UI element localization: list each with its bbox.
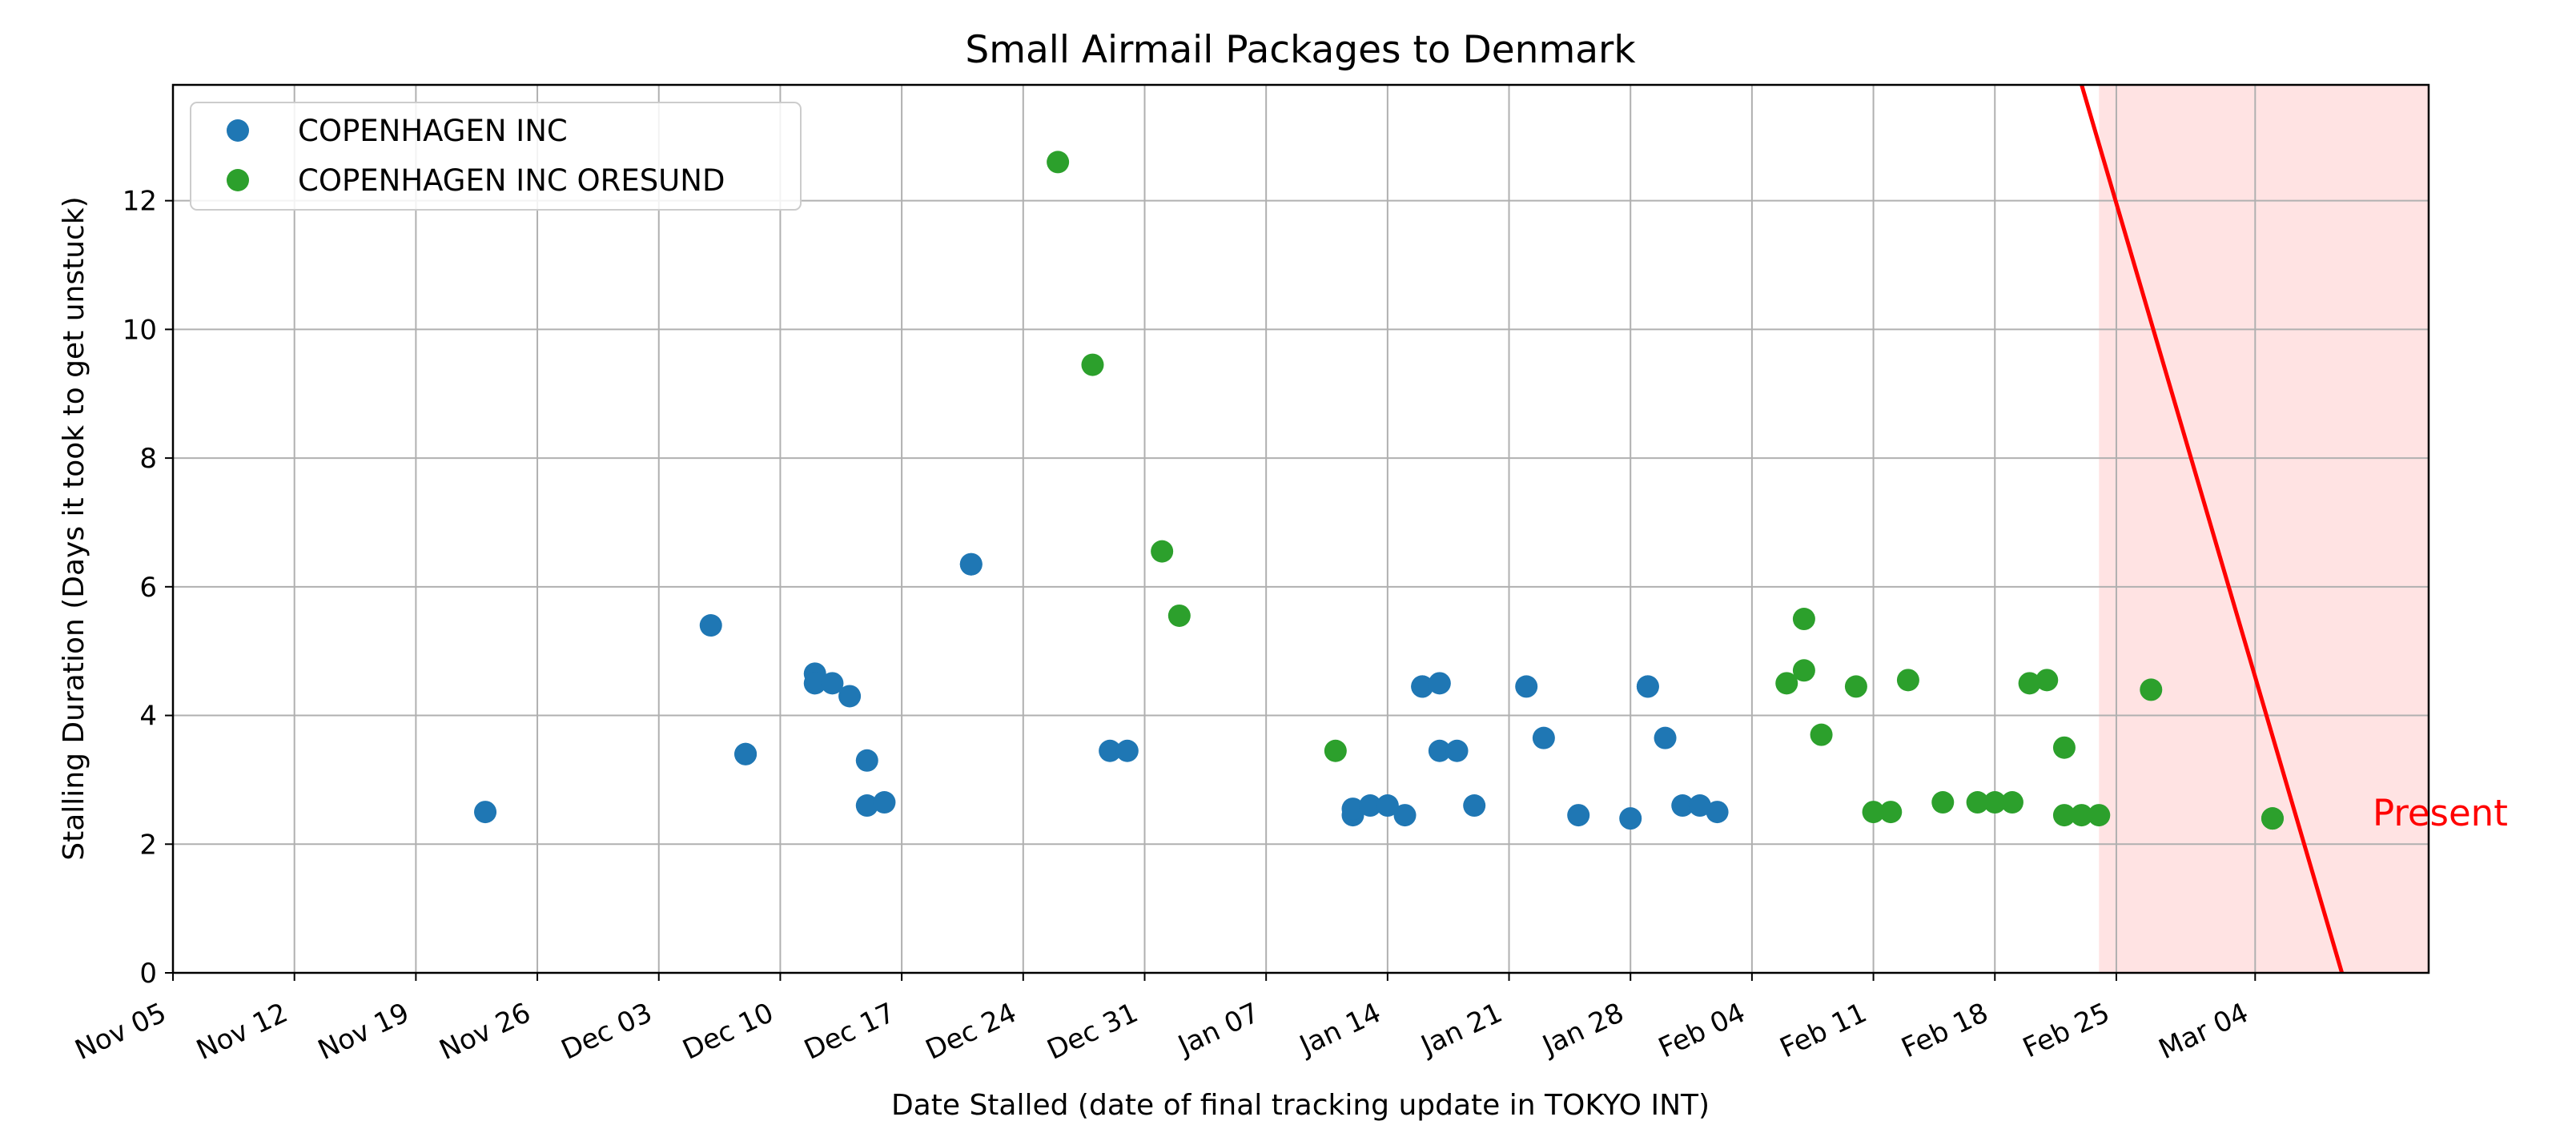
data-point-copenhagen-inc	[1428, 739, 1451, 762]
y-tick-label: 6	[139, 572, 157, 604]
data-point-copenhagen-inc-oresund	[1151, 540, 1174, 563]
data-point-copenhagen-inc	[873, 791, 896, 814]
data-point-copenhagen-inc-oresund	[1081, 353, 1104, 376]
data-point-copenhagen-inc	[1515, 675, 1538, 698]
data-point-copenhagen-inc-oresund	[1862, 801, 1885, 824]
data-point-copenhagen-inc	[1654, 726, 1677, 749]
data-point-copenhagen-inc-oresund	[2261, 807, 2284, 830]
data-point-copenhagen-inc-oresund	[2140, 678, 2163, 701]
data-point-copenhagen-inc	[959, 552, 983, 576]
data-point-copenhagen-inc-oresund	[1879, 801, 1903, 824]
data-point-copenhagen-inc-oresund	[2088, 804, 2111, 827]
y-axis-label: Stalling Duration (Days it took to get u…	[58, 196, 90, 860]
y-tick-label: 4	[139, 701, 157, 733]
chart-title: Small Airmail Packages to Denmark	[965, 28, 1636, 72]
data-point-copenhagen-inc	[1376, 794, 1399, 818]
data-point-copenhagen-inc-oresund	[2035, 669, 2059, 692]
x-axis-label: Date Stalled (date of final tracking upd…	[891, 1089, 1710, 1122]
data-point-copenhagen-inc	[1341, 797, 1364, 821]
data-point-copenhagen-inc	[1567, 804, 1590, 827]
data-point-copenhagen-inc-oresund	[2052, 736, 2076, 759]
data-point-copenhagen-inc-oresund	[1983, 791, 2007, 814]
legend-frame	[190, 102, 802, 211]
data-point-copenhagen-inc-oresund	[1792, 608, 1815, 631]
data-point-copenhagen-inc-oresund	[1810, 723, 1833, 746]
present-label: Present	[2373, 792, 2508, 834]
plot-area: Nov 05 Nov 12 Nov 19 Nov 26 Dec 03 Dec 10 Dec …	[70, 83, 2430, 1067]
data-point-copenhagen-inc-oresund	[2070, 804, 2093, 827]
legend-label: COPENHAGEN INC	[298, 114, 568, 148]
data-point-copenhagen-inc	[1688, 794, 1711, 818]
data-point-copenhagen-inc	[1428, 672, 1451, 695]
data-point-copenhagen-inc	[855, 749, 878, 772]
data-point-copenhagen-inc-oresund	[2000, 791, 2023, 814]
data-point-copenhagen-inc	[474, 801, 497, 824]
data-point-copenhagen-inc	[855, 794, 878, 818]
data-point-copenhagen-inc	[734, 742, 758, 765]
data-point-copenhagen-inc-oresund	[1167, 604, 1191, 627]
data-point-copenhagen-inc	[699, 614, 722, 637]
data-point-copenhagen-inc	[1636, 675, 1659, 698]
data-point-copenhagen-inc-oresund	[1324, 739, 1347, 762]
y-tick-label: 0	[139, 958, 157, 990]
data-point-copenhagen-inc-oresund	[1792, 659, 1815, 682]
legend-marker	[227, 169, 249, 191]
data-point-copenhagen-inc-oresund	[1775, 672, 1798, 695]
plot-frame	[171, 83, 2430, 974]
data-point-copenhagen-inc	[821, 672, 844, 695]
y-tick-label: 10	[123, 314, 157, 346]
legend-label: COPENHAGEN INC ORESUND	[298, 163, 725, 198]
present-line	[2080, 85, 2345, 973]
y-tick-label: 2	[139, 829, 157, 861]
data-point-copenhagen-inc	[1411, 675, 1434, 698]
data-point-copenhagen-inc-oresund	[2052, 804, 2076, 827]
plot-background	[173, 85, 2429, 973]
data-point-copenhagen-inc	[803, 672, 826, 695]
data-point-copenhagen-inc	[1359, 794, 1382, 818]
data-point-copenhagen-inc-oresund	[1931, 791, 1955, 814]
data-point-copenhagen-inc	[1393, 804, 1417, 827]
data-point-copenhagen-inc-oresund	[2018, 672, 2041, 695]
data-point-copenhagen-inc	[1115, 739, 1139, 762]
legend: COPENHAGEN INC COPENHAGEN INC ORESUND	[190, 102, 802, 211]
data-point-copenhagen-inc-oresund	[1966, 791, 1989, 814]
data-point-copenhagen-inc	[838, 685, 862, 708]
data-point-copenhagen-inc	[1671, 794, 1694, 818]
data-point-copenhagen-inc	[1532, 726, 1555, 749]
present-shaded-region	[2099, 85, 2429, 973]
data-point-copenhagen-inc	[1706, 801, 1729, 824]
data-point-copenhagen-inc	[1099, 739, 1122, 762]
y-tick-label: 8	[139, 443, 157, 475]
data-point-copenhagen-inc-oresund	[1844, 675, 1867, 698]
y-tick-label: 12	[123, 186, 157, 218]
data-point-copenhagen-inc	[1463, 794, 1486, 818]
data-point-copenhagen-inc	[1445, 739, 1469, 762]
legend-marker	[227, 119, 249, 142]
data-point-copenhagen-inc-oresund	[1047, 151, 1070, 174]
data-point-copenhagen-inc-oresund	[1896, 669, 1919, 692]
data-point-copenhagen-inc	[1619, 807, 1642, 830]
